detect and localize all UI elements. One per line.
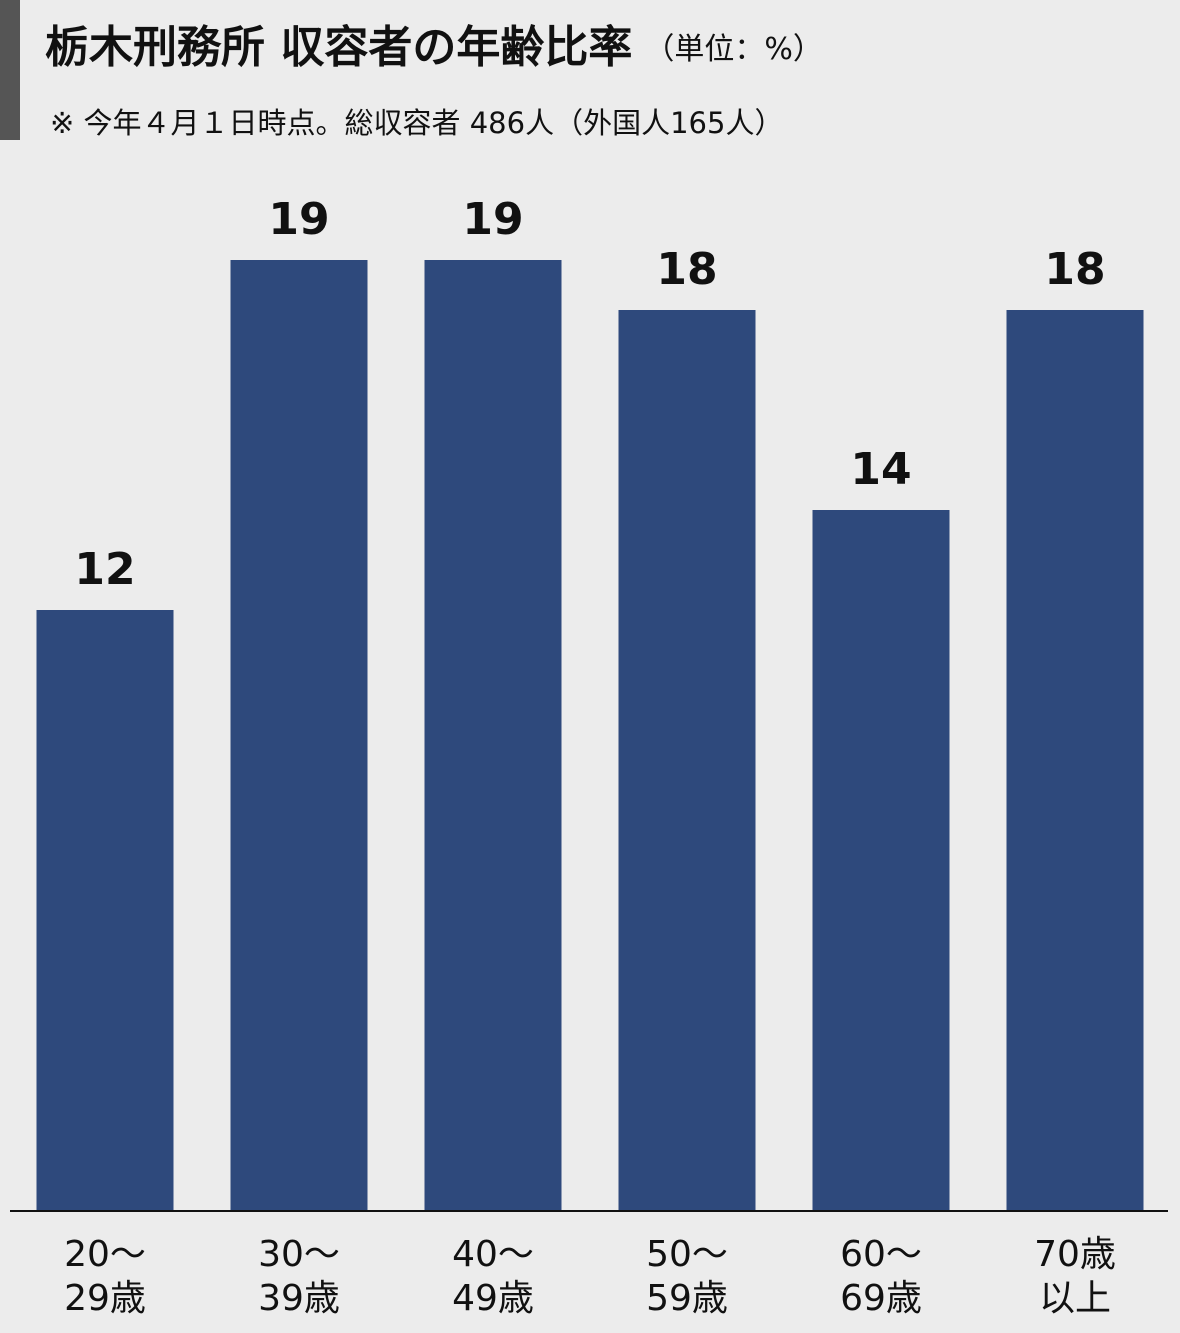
bar	[618, 310, 756, 1210]
bar	[230, 260, 368, 1210]
data-label: 18	[656, 244, 717, 295]
bar	[424, 260, 562, 1210]
bar	[812, 510, 950, 1210]
data-label: 19	[462, 194, 523, 245]
x-tick-label: 以上	[1039, 1278, 1111, 1319]
x-tick-label: 69歳	[840, 1278, 922, 1319]
chart-title-line: 栃木刑務所 収容者の年齢比率 （単位：%）	[45, 22, 823, 73]
x-tick-label: 49歳	[452, 1278, 534, 1319]
data-label: 19	[268, 194, 329, 245]
bar	[36, 610, 174, 1210]
x-tick-label: 40～	[452, 1234, 534, 1275]
accent-bar	[0, 0, 20, 140]
x-tick-label: 29歳	[64, 1278, 146, 1319]
data-label: 14	[850, 444, 911, 495]
x-tick-label: 70歳	[1034, 1234, 1116, 1275]
note: ※ 今年４月１日時点。総収容者 486人（外国人165人）	[50, 106, 783, 140]
x-tick-label: 20～	[64, 1234, 146, 1275]
bar	[1006, 310, 1144, 1210]
x-tick-label: 59歳	[646, 1278, 728, 1319]
unit-label: （単位：%）	[644, 32, 823, 67]
data-label: 12	[74, 544, 135, 595]
x-tick-label: 39歳	[258, 1278, 340, 1319]
x-tick-label: 50～	[646, 1234, 728, 1275]
x-tick-label: 60～	[840, 1234, 922, 1275]
chart-title: 栃木刑務所 収容者の年齢比率	[45, 22, 632, 73]
x-tick-label: 30～	[258, 1234, 340, 1275]
data-label: 18	[1044, 244, 1105, 295]
